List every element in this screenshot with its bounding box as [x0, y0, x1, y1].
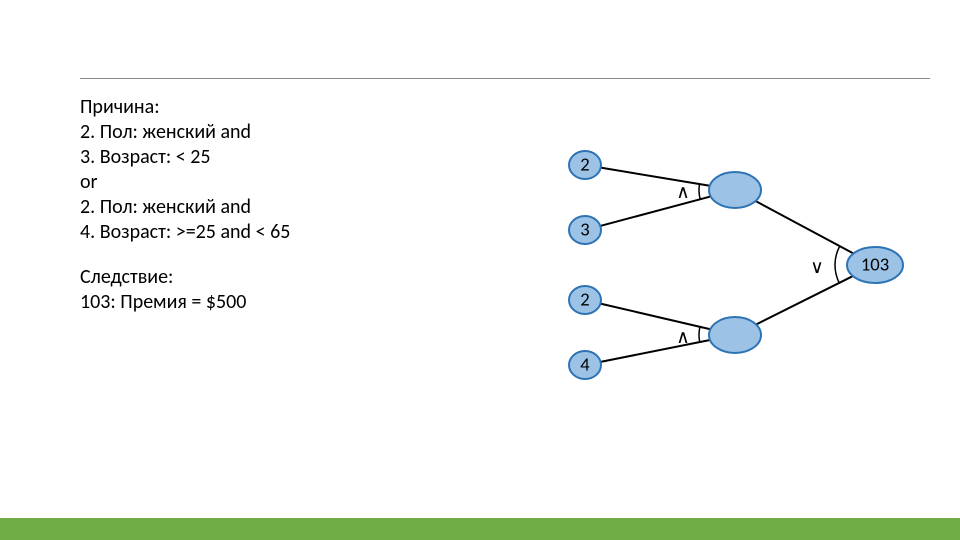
horizontal-rule	[80, 78, 930, 79]
graph-node	[709, 317, 761, 353]
cause-effect-diagram: ∧ ∧ ∨ 2 3 2 4 103	[540, 130, 940, 390]
operator-arc	[699, 327, 700, 342]
graph-node-label: 4	[580, 354, 590, 377]
graph-node-label: 3	[580, 219, 589, 242]
cause-line-3: 3. Возраст: < 25	[80, 145, 290, 170]
cause-line-or: or	[80, 170, 290, 195]
rule-text-block: Причина: 2. Пол: женский and 3. Возраст:…	[80, 95, 290, 315]
graph-node	[709, 172, 761, 208]
footer-bar	[0, 518, 960, 540]
cause-line-2b: 2. Пол: женский and	[80, 195, 290, 220]
graph-node-label: 2	[580, 154, 589, 177]
operator-label: ∨	[810, 256, 824, 279]
effect-heading: Следствие:	[80, 265, 290, 290]
effect-line: 103: Премия = $500	[80, 290, 290, 315]
cause-heading: Причина:	[80, 95, 290, 120]
edge	[601, 168, 710, 186]
graph-node-label: 103	[861, 254, 889, 277]
operator-arc	[699, 184, 700, 199]
edge	[601, 340, 710, 362]
edge	[600, 304, 710, 330]
operator-arc	[835, 246, 840, 283]
cause-line-2: 2. Пол: женский and	[80, 120, 290, 145]
edge	[600, 196, 710, 225]
edge	[756, 276, 853, 324]
operator-label: ∧	[676, 181, 690, 204]
edge	[756, 201, 854, 253]
operator-label: ∧	[676, 326, 690, 349]
cause-line-4: 4. Возраст: >=25 and < 65	[80, 220, 290, 245]
graph-node-label: 2	[580, 289, 589, 312]
